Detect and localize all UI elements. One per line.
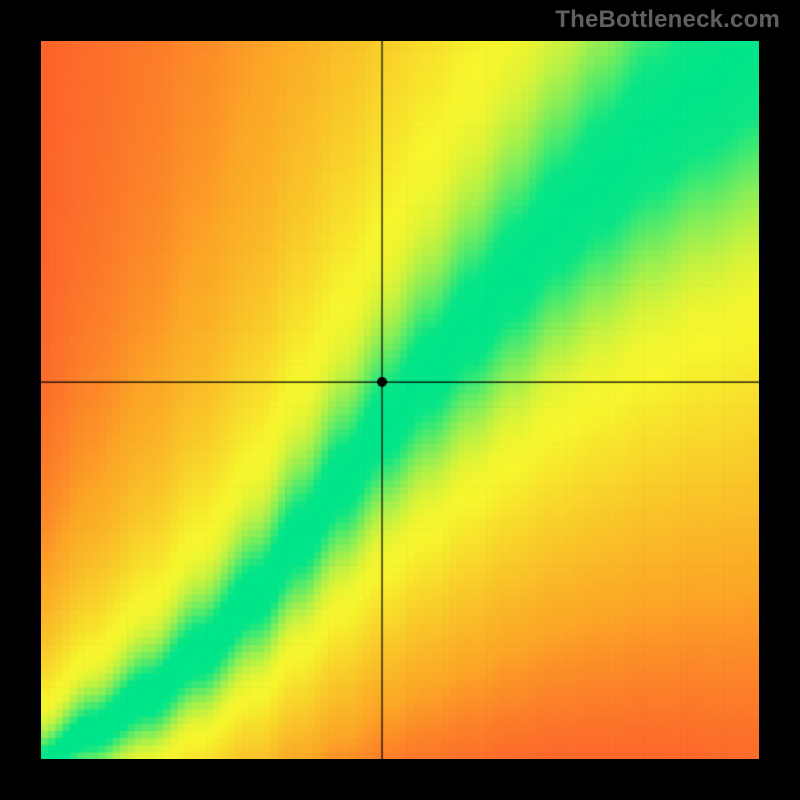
heatmap-plot (41, 41, 759, 759)
watermark-label: TheBottleneck.com (555, 6, 780, 34)
heatmap-canvas (41, 41, 759, 759)
chart-frame: TheBottleneck.com (0, 0, 800, 800)
